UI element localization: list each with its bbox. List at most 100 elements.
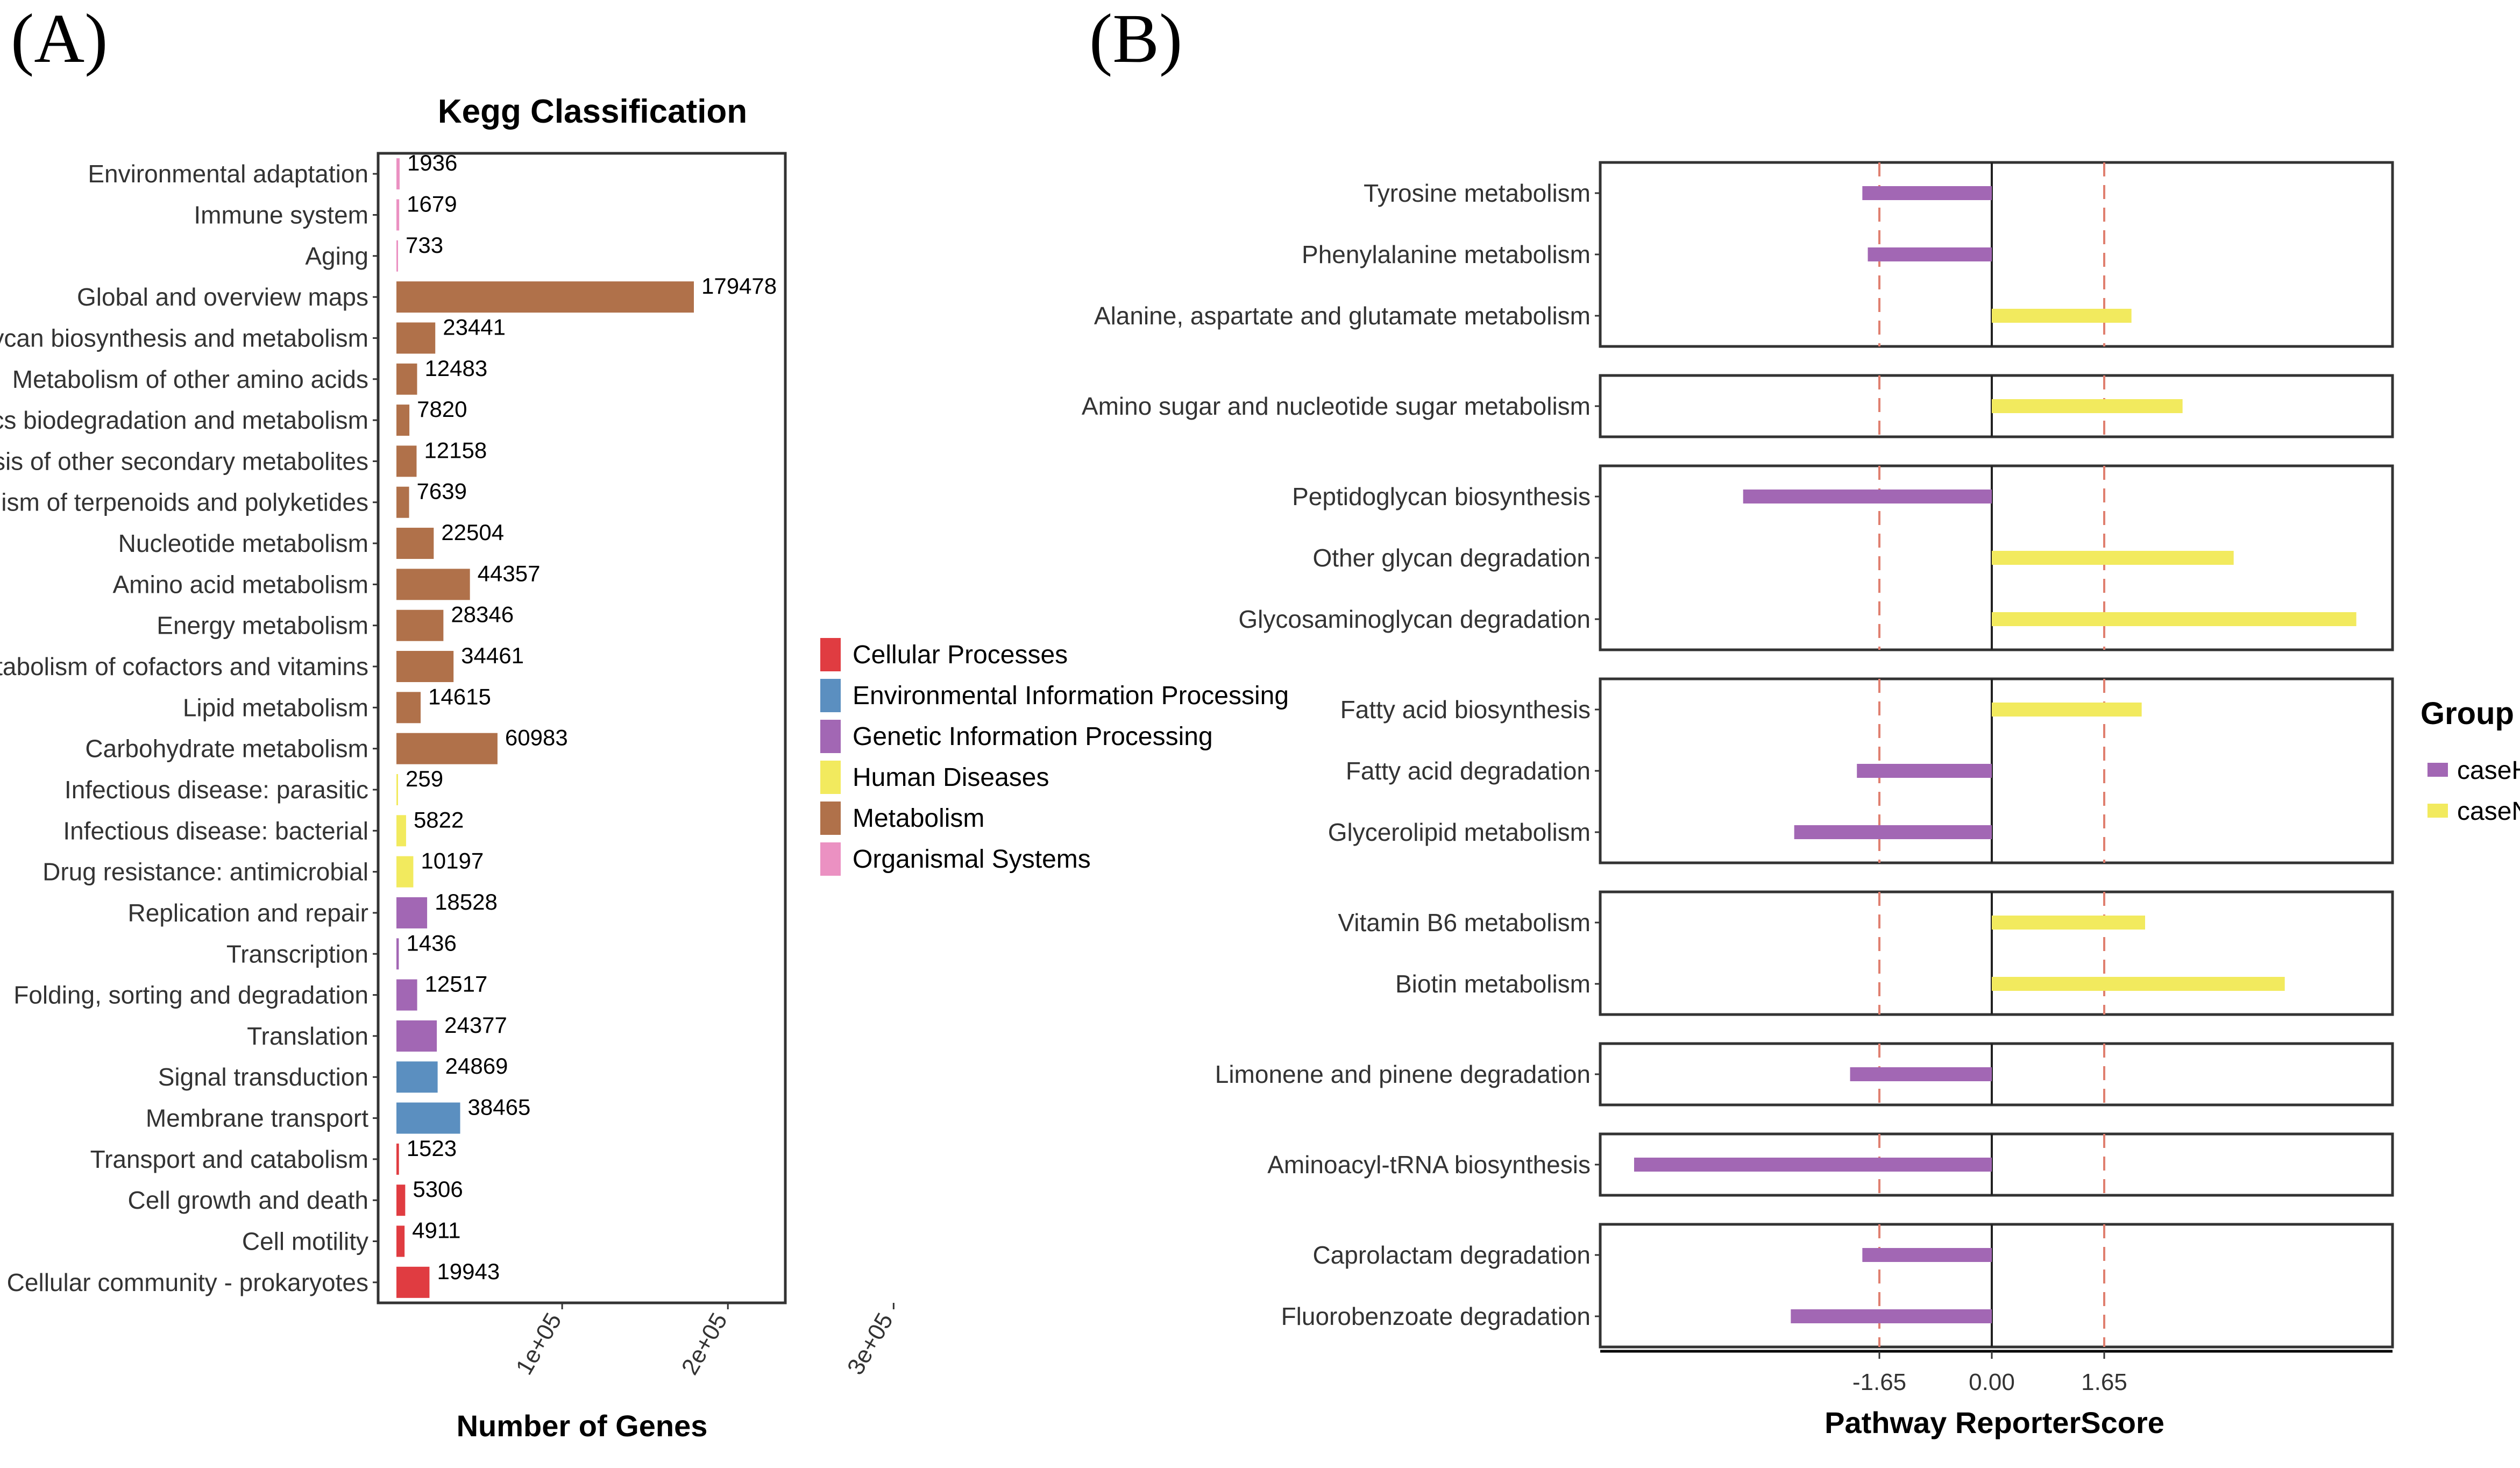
pathway-label-other-glycan-degradation: Other glycan degradation (1312, 544, 1591, 572)
chart-a-title: Kegg Classification (438, 93, 747, 130)
x-tick-label: 1.65 (2081, 1369, 2127, 1395)
x-tick-label: 2e+05 (677, 1309, 733, 1380)
value-label-drug-resistance-antimicrobial: 10197 (421, 848, 484, 874)
bar-environmental-adaptation (396, 158, 400, 190)
pathway-label-biotin-metabolism: Biotin metabolism (1395, 970, 1591, 998)
pathway-label-amino-sugar-and-nucleotide-sugar-metabolism: Amino sugar and nucleotide sugar metabol… (1082, 392, 1591, 420)
bar-membrane-transport (396, 1102, 460, 1134)
pathway-reporterscore-chart: Tyrosine metabolism Phenylalanine metabol… (1082, 161, 2520, 1439)
value-label-cellular-community-prokaryotes: 19943 (437, 1259, 500, 1284)
value-label-replication-and-repair: 18528 (435, 889, 498, 914)
value-label-immune-system: 1679 (407, 191, 457, 216)
category-label-transport-and-catabolism: Transport and catabolism (90, 1145, 368, 1173)
chart-a-x-axis-title: Number of Genes (457, 1409, 708, 1443)
category-label-biosynthesis-of-other-secondary-metabolites: Biosynthesis of other secondary metaboli… (0, 447, 368, 475)
legend-label-metabolism: Metabolism (853, 804, 984, 833)
value-label-cell-motility: 4911 (412, 1218, 460, 1243)
bar-xenobiotics-biodegradation-and-metabolism (396, 405, 410, 436)
bar-cell-growth-and-death (396, 1185, 406, 1216)
facet-panel-8 (1599, 1223, 2394, 1349)
bar-glycosaminoglycan-degradation (1992, 612, 2356, 626)
bar-caprolactam-degradation (1862, 1248, 1992, 1262)
bar-carbohydrate-metabolism (396, 733, 498, 764)
category-label-lipid-metabolism: Lipid metabolism (183, 693, 368, 721)
category-label-folding-sorting-and-degradation: Folding, sorting and degradation (13, 981, 368, 1009)
category-label-carbohydrate-metabolism: Carbohydrate metabolism (85, 735, 368, 763)
pathway-label-fatty-acid-degradation: Fatty acid degradation (1346, 757, 1591, 785)
legend-key-cellular-processes (820, 638, 841, 671)
legend-key-caseH (2427, 763, 2448, 777)
panel-label-a: (A) (11, 0, 108, 77)
x-tick-label: -1.65 (1852, 1369, 1906, 1395)
bar-drug-resistance-antimicrobial (396, 856, 414, 888)
value-label-membrane-transport: 38465 (468, 1095, 531, 1120)
category-label-glycan-biosynthesis-and-metabolism: Glycan biosynthesis and metabolism (0, 324, 368, 352)
bar-amino-acid-metabolism (396, 569, 470, 600)
legend-key-organismal-systems (820, 842, 841, 876)
bar-peptidoglycan-biosynthesis (1743, 490, 1992, 503)
value-label-transcription: 1436 (406, 930, 456, 955)
category-label-transcription: Transcription (226, 940, 368, 968)
category-label-translation: Translation (247, 1022, 368, 1050)
category-label-immune-system: Immune system (194, 201, 368, 229)
value-label-signal-transduction: 24869 (445, 1053, 508, 1079)
bar-global-and-overview-maps (396, 281, 694, 313)
kegg-classification-chart: Kegg Classification Environmental adaptat… (0, 93, 1289, 1443)
panel-label-b: (B) (1089, 0, 1182, 77)
bar-lipid-metabolism (396, 692, 421, 724)
category-label-cellular-community-prokaryotes: Cellular community - prokaryotes (7, 1268, 368, 1296)
legend-key-genetic-information-processing (820, 720, 841, 753)
legend-key-metabolism (820, 802, 841, 835)
bar-fatty-acid-degradation (1857, 764, 1992, 778)
category-label-infectious-disease-bacterial: Infectious disease: bacterial (63, 817, 368, 845)
value-label-carbohydrate-metabolism: 60983 (505, 725, 568, 750)
legend-label-human-diseases: Human Diseases (853, 763, 1049, 792)
value-label-cell-growth-and-death: 5306 (413, 1176, 463, 1202)
category-label-metabolism-of-cofactors-and-vitamins: Metabolism of cofactors and vitamins (0, 653, 368, 680)
bar-infectious-disease-bacterial (396, 815, 406, 847)
bar-signal-transduction (396, 1061, 438, 1093)
bar-metabolism-of-other-amino-acids (396, 363, 417, 395)
bar-immune-system (396, 199, 400, 231)
bar-aging (396, 240, 398, 272)
pathway-label-tyrosine-metabolism: Tyrosine metabolism (1364, 179, 1591, 207)
bar-glycerolipid-metabolism (1794, 825, 1992, 839)
chart-b-x-axis-title: Pathway ReporterScore (1825, 1406, 2164, 1439)
bar-metabolism-of-cofactors-and-vitamins (396, 651, 454, 683)
bar-fatty-acid-biosynthesis (1992, 703, 2142, 717)
bar-biosynthesis-of-other-secondary-metabolites (396, 445, 417, 477)
bar-fluorobenzoate-degradation (1791, 1309, 1992, 1323)
pathway-label-vitamin-b6-metabolism: Vitamin B6 metabolism (1338, 909, 1591, 937)
category-label-cell-growth-and-death: Cell growth and death (127, 1186, 368, 1214)
pathway-label-glycosaminoglycan-degradation: Glycosaminoglycan degradation (1238, 605, 1591, 633)
legend-label-genetic-information-processing: Genetic Information Processing (853, 722, 1213, 751)
category-label-cell-motility: Cell motility (242, 1228, 368, 1256)
legend-label-environmental-information-processing: Environmental Information Processing (853, 682, 1289, 710)
category-label-metabolism-of-other-amino-acids: Metabolism of other amino acids (12, 365, 368, 393)
bar-aminoacyl-trna-biosynthesis (1634, 1158, 1992, 1172)
value-label-metabolism-of-other-amino-acids: 12483 (424, 356, 487, 381)
bar-nucleotide-metabolism (396, 528, 434, 559)
value-label-transport-and-catabolism: 1523 (407, 1136, 457, 1161)
value-label-biosynthesis-of-other-secondary-metabolites: 12158 (424, 437, 487, 463)
value-label-global-and-overview-maps: 179478 (701, 273, 777, 299)
category-label-global-and-overview-maps: Global and overview maps (77, 283, 368, 311)
facet-panel-5 (1599, 890, 2394, 1016)
bar-cellular-community-prokaryotes (396, 1266, 430, 1298)
pathway-label-caprolactam-degradation: Caprolactam degradation (1312, 1241, 1591, 1269)
category-label-nucleotide-metabolism: Nucleotide metabolism (118, 529, 368, 557)
bar-folding-sorting-and-degradation (396, 979, 417, 1011)
bar-cell-motility (396, 1225, 405, 1257)
bar-replication-and-repair (396, 897, 428, 928)
bar-infectious-disease-parasitic (396, 774, 398, 805)
bar-glycan-biosynthesis-and-metabolism (396, 322, 436, 354)
pathway-label-aminoacyl-trna-biosynthesis: Aminoacyl-tRNA biosynthesis (1267, 1151, 1591, 1179)
category-label-metabolism-of-terpenoids-and-polyketides: Metabolism of terpenoids and polyketides (0, 488, 368, 516)
value-label-infectious-disease-parasitic: 259 (406, 766, 443, 791)
value-label-xenobiotics-biodegradation-and-metabolism: 7820 (417, 396, 467, 422)
value-label-metabolism-of-terpenoids-and-polyketides: 7639 (417, 479, 467, 504)
bar-amino-sugar-and-nucleotide-sugar-metabolism (1992, 399, 2183, 413)
bar-alanine-aspartate-and-glutamate-metabolism (1992, 309, 2132, 323)
value-label-folding-sorting-and-degradation: 12517 (425, 971, 488, 997)
